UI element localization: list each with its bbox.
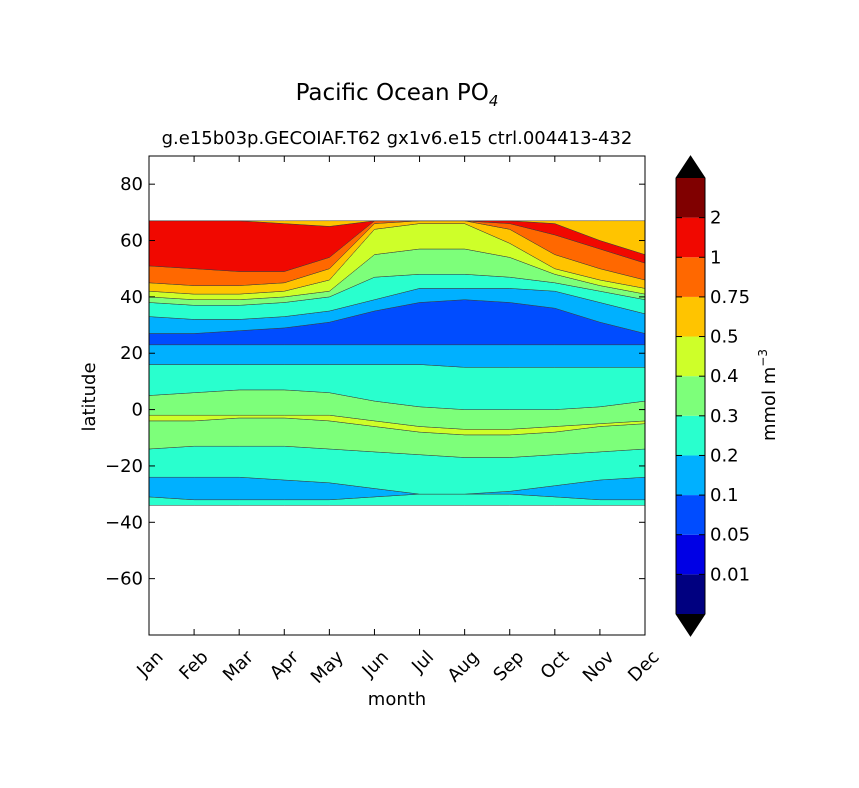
colorbar-segment [676,217,705,258]
x-tick-label: Aug [444,647,484,687]
y-axis: 80 60 40 20 0 −20 −40 −60 [105,174,645,590]
x-tick-label: Apr [266,646,303,683]
chart-subtitle: g.e15b03p.GECOIAF.T62 gx1v6.e15 ctrl.004… [162,128,633,149]
colorbar-segment [676,178,705,218]
x-tick-label: Nov [579,646,619,686]
colorbar-segment [676,296,705,337]
y-tick-label: 40 [120,287,143,308]
colorbar-tick-label: 0.01 [710,564,750,585]
y-tick-label: 20 [120,343,143,364]
colorbar-extend-min [676,614,705,636]
x-tick-label: Oct [537,647,574,684]
x-tick-label: Dec [624,647,663,686]
colorbar: 0.01 0.05 0.1 0.2 0.3 0.4 0.5 0.75 1 2 [675,155,750,637]
colorbar-segment [676,455,705,496]
colorbar-segment [676,415,705,456]
y-tick-label: 60 [120,231,143,252]
chart-title: Pacific Ocean PO4 [296,80,499,110]
contour-bands [148,220,646,506]
x-tick-label: Mar [219,646,258,685]
y-tick-label: 0 [132,400,143,421]
colorbar-label: mmol m−3 [756,349,780,441]
colorbar-tick-label: 0.4 [710,366,739,387]
colorbar-segment [676,574,705,614]
x-tick-label: May [307,646,348,687]
y-axis-label: latitude [79,362,100,431]
colorbar-extend-max [676,156,705,178]
colorbar-segment [676,495,705,535]
colorbar-segment [676,336,705,377]
x-tick-label: Jul [407,647,438,678]
y-tick-label: 80 [120,174,143,195]
colorbar-tick-label: 0.05 [710,525,750,546]
colorbar-tick-label: 0.3 [710,406,739,427]
colorbar-tick-label: 0.1 [710,485,739,506]
y-tick-label: −20 [105,456,143,477]
colorbar-tick-label: 1 [710,247,721,268]
x-axis-label: month [368,689,426,710]
colorbar-tick-label: 0.75 [710,287,750,308]
colorbar-segment [676,376,705,416]
x-tick-label: Jun [358,647,393,682]
x-tick-label: Jan [132,647,167,682]
colorbar-tick-label: 0.5 [710,327,739,348]
y-tick-label: −40 [105,512,143,533]
x-tick-label: Sep [489,647,528,686]
colorbar-segment [676,534,705,575]
plot-frame [148,155,646,636]
colorbar-outline [675,155,706,637]
colorbar-segment [676,257,705,297]
y-tick-label: −60 [105,569,143,590]
x-tick-label: Feb [175,647,212,684]
colorbar-tick-label: 0.2 [710,445,739,466]
colorbar-tick-label: 2 [710,208,721,229]
contour-band-7 [148,344,646,368]
